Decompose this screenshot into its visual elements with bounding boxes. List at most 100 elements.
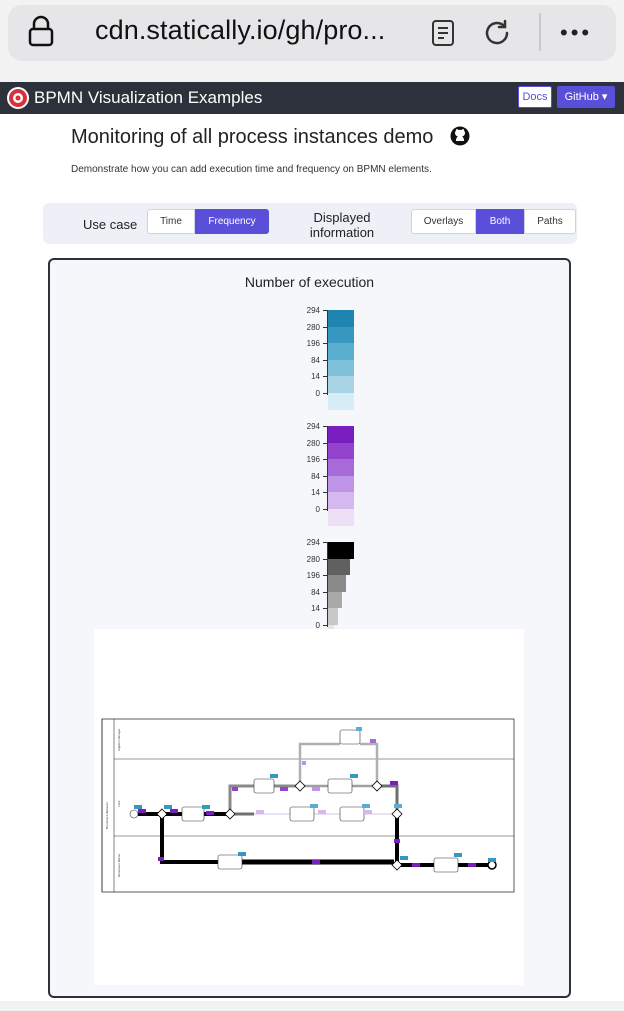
legend-swatch xyxy=(328,426,354,443)
task-box xyxy=(181,806,205,822)
legend-tick-mark xyxy=(323,326,327,328)
legend-tick-mark xyxy=(323,509,327,510)
url-text[interactable]: cdn.statically.io/gh/pro... xyxy=(95,15,386,45)
legend-tick-label: 0 xyxy=(315,505,320,514)
legend-tick-label: 0 xyxy=(315,621,320,630)
legend-tick-label: 294 xyxy=(306,422,320,431)
gateway-icon xyxy=(224,808,236,820)
task-box xyxy=(327,778,353,794)
bpmn-container: Number of execution 294 280 196 84 14 0 294 280… xyxy=(48,258,571,998)
lane-label: Logistics Manager xyxy=(117,727,121,751)
gateways xyxy=(156,780,403,871)
legend-tick-mark xyxy=(323,426,327,427)
displayed-label-line1: Displayed xyxy=(313,210,371,225)
legend-tick-label: 14 xyxy=(311,488,320,498)
gateway-icon xyxy=(371,780,383,792)
legend-tick-label: 294 xyxy=(306,306,320,315)
reader-icon[interactable] xyxy=(431,20,457,46)
legend-tick-label: 84 xyxy=(311,587,320,597)
legend-tick-label: 294 xyxy=(306,538,320,547)
legend-swatch xyxy=(328,591,342,609)
legend-swatch xyxy=(328,459,354,476)
use-case-time-button[interactable]: Time xyxy=(147,209,195,234)
legend-tick-label: 0 xyxy=(315,389,320,398)
bpmn-diagram-svg: Hardware Retailer Logistics Manager Cler… xyxy=(101,718,515,893)
legend-tick-mark xyxy=(323,343,327,345)
bpmn-diagram[interactable]: Hardware Retailer Logistics Manager Cler… xyxy=(94,629,524,985)
legend-swatch xyxy=(328,608,338,625)
browser-address-bar xyxy=(0,0,624,78)
legend-tick-mark xyxy=(323,558,327,560)
use-case-label: Use case xyxy=(83,217,138,232)
legend-title: Number of execution xyxy=(244,274,375,290)
start-event-icon xyxy=(129,809,139,819)
legend-swatch xyxy=(328,558,350,576)
display-paths-button[interactable]: Paths xyxy=(524,209,576,234)
legend-tick-mark xyxy=(323,542,327,543)
legend-swatch xyxy=(328,542,354,559)
gateway-icon xyxy=(156,808,168,820)
task-box xyxy=(339,806,365,822)
legend-swatch xyxy=(328,343,354,360)
legend-swatch xyxy=(328,492,354,509)
more-icon[interactable]: ••• xyxy=(560,20,593,45)
display-both-button[interactable]: Both xyxy=(476,209,524,234)
legend-axis xyxy=(327,542,328,627)
gateway-icon xyxy=(391,808,403,820)
legend-tick-label: 84 xyxy=(311,471,320,481)
displayed-label-line2: information xyxy=(309,225,375,240)
legend-swatch xyxy=(328,475,354,493)
use-case-frequency-button[interactable]: Frequency xyxy=(195,209,269,234)
toolbar-divider xyxy=(539,13,541,51)
lane-label: Warehouse Worker xyxy=(117,853,121,877)
legend-tick-mark xyxy=(323,376,327,378)
legend-swatch xyxy=(328,442,354,460)
legend-swatch xyxy=(328,359,354,377)
tasks xyxy=(181,729,459,873)
overlay-badges xyxy=(134,727,496,867)
docs-button[interactable]: Docs xyxy=(518,86,552,108)
task-box xyxy=(433,857,459,873)
page-title: Monitoring of all process instances demo xyxy=(71,126,434,148)
task-box xyxy=(217,854,243,870)
gateway-icon xyxy=(294,780,306,792)
brand-title[interactable]: BPMN Visualization Examples xyxy=(34,88,263,107)
legend-tick-mark xyxy=(323,359,327,361)
github-icon[interactable] xyxy=(450,126,470,146)
legend-swatch xyxy=(328,509,354,526)
legend-swatch xyxy=(328,376,354,393)
page-subtitle: Demonstrate how you can add execution ti… xyxy=(71,164,432,175)
legend-swatch xyxy=(328,310,354,327)
legend-tick-mark xyxy=(323,591,327,593)
github-dropdown-button[interactable]: GitHub ▾ xyxy=(557,86,615,108)
legend-tick-mark xyxy=(323,442,327,444)
legend-tick-label: 14 xyxy=(311,372,320,382)
legend-tick-mark xyxy=(323,608,327,610)
lock-icon xyxy=(28,15,54,47)
displayed-information-label: Displayed information xyxy=(302,210,382,240)
legend-tick-mark xyxy=(323,625,327,626)
legend-tick-label: 280 xyxy=(306,554,320,564)
task-box xyxy=(339,729,361,745)
legend-axis xyxy=(327,426,328,511)
url-pill[interactable] xyxy=(8,5,616,61)
gateway-icon xyxy=(391,859,403,871)
legend-tick-label: 280 xyxy=(306,322,320,332)
legend-swatch xyxy=(328,326,354,344)
end-event-icon xyxy=(487,860,497,870)
bottom-toolbar-edge xyxy=(0,1001,624,1011)
legend-tick-label: 84 xyxy=(311,355,320,365)
bpmn-logo-icon[interactable] xyxy=(6,86,30,110)
legend-tick-label: 196 xyxy=(306,455,320,465)
display-overlays-button[interactable]: Overlays xyxy=(411,209,476,234)
task-box xyxy=(253,778,275,794)
reload-icon[interactable] xyxy=(481,17,513,49)
legend-swatch xyxy=(328,393,354,410)
legend-tick-label: 14 xyxy=(311,604,320,614)
legend-tick-mark xyxy=(323,393,327,394)
legend-tick-mark xyxy=(323,310,327,311)
legend-tick-mark xyxy=(323,575,327,577)
legend-tick-label: 196 xyxy=(306,339,320,349)
legend-tick-mark xyxy=(323,492,327,494)
legend-swatch xyxy=(328,575,346,592)
